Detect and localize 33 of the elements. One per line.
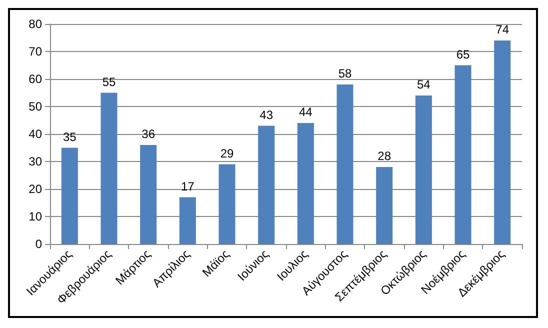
data-label: 43: [260, 108, 274, 122]
bar: [61, 148, 78, 244]
data-label: 55: [102, 74, 116, 89]
y-tick-label: 70: [28, 44, 42, 58]
data-label: 28: [378, 149, 392, 163]
data-label: 17: [180, 179, 195, 194]
bar: [454, 65, 472, 244]
data-label: 54: [416, 78, 431, 92]
data-label: 65: [456, 47, 470, 62]
bar: [258, 126, 275, 244]
data-label: 74: [496, 22, 510, 36]
y-tick-label: 20: [28, 182, 42, 196]
data-label: 36: [142, 127, 156, 141]
y-tick-label: 60: [28, 72, 42, 86]
bar: [415, 96, 432, 244]
y-tick-label: 80: [28, 17, 42, 31]
bar: [376, 167, 393, 244]
y-tick-label: 0: [35, 237, 42, 251]
y-tick-label: 30: [28, 154, 42, 168]
bar: [100, 92, 118, 244]
bar: [336, 84, 354, 244]
bar: [297, 123, 314, 244]
bar: [218, 164, 236, 244]
y-tick-label: 40: [28, 127, 42, 141]
data-label: 44: [298, 105, 313, 119]
bar: [140, 145, 157, 244]
bar: [494, 40, 511, 244]
bar: [179, 197, 196, 244]
data-label: 29: [220, 146, 234, 160]
data-label: 58: [338, 66, 352, 80]
y-tick-label: 50: [28, 100, 42, 114]
y-tick-label: 10: [28, 210, 42, 224]
data-label: 35: [62, 130, 77, 144]
